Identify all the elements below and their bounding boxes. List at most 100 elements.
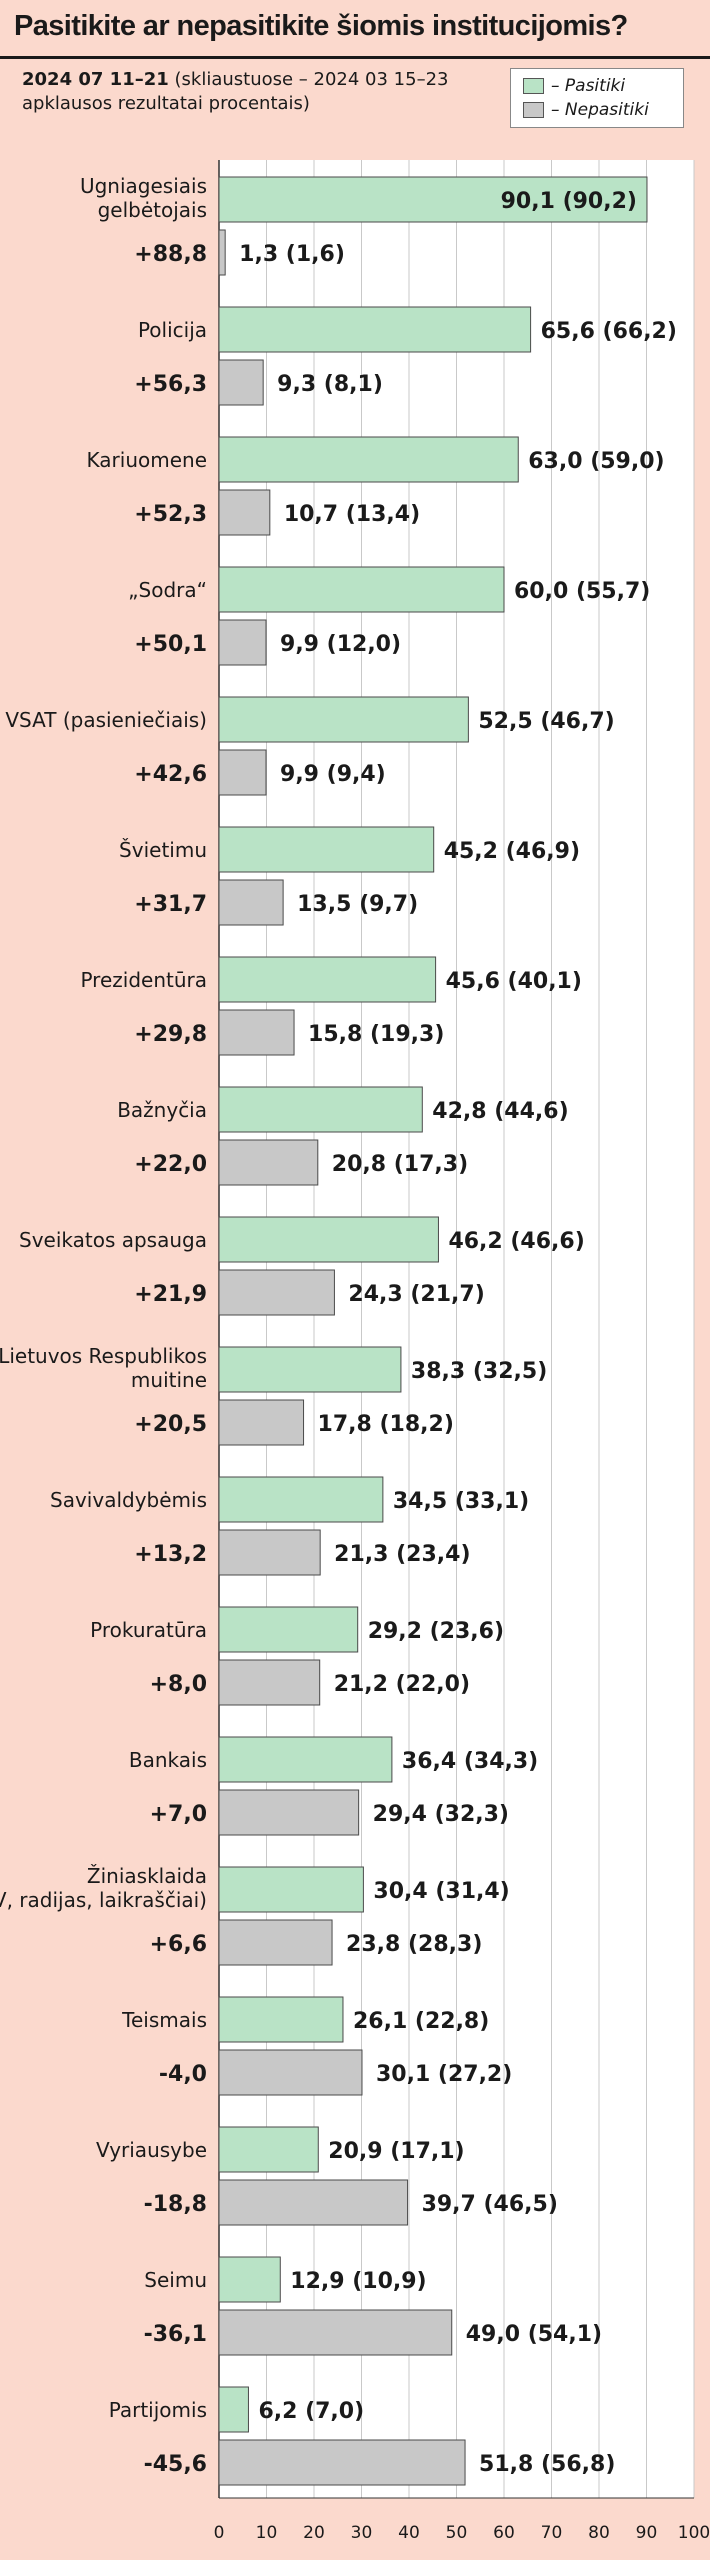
bar-trust xyxy=(218,956,437,1003)
x-tick-label: 10 xyxy=(256,2523,278,2543)
bar-label-distrust: 21,2 (22,0) xyxy=(334,1672,470,1697)
bar-label-distrust: 1,3 (1,6) xyxy=(239,242,345,267)
bar-label-trust: 45,2 (46,9) xyxy=(444,839,580,864)
x-tick-label: 70 xyxy=(541,2523,563,2543)
bar-distrust xyxy=(218,489,271,536)
bar-trust xyxy=(218,306,532,353)
bar-distrust xyxy=(218,1269,335,1316)
bar-distrust xyxy=(218,359,264,406)
category-label: Sveikatos apsauga xyxy=(19,1228,207,1252)
bar-label-distrust: 23,8 (28,3) xyxy=(346,1932,482,1957)
bar-distrust xyxy=(218,879,284,926)
bar-label-distrust: 15,8 (19,3) xyxy=(308,1022,444,1047)
subtitle-date: 2024 07 11–21 xyxy=(22,69,169,90)
legend: – Pasitiki – Nepasitiki xyxy=(510,68,684,128)
bar-distrust xyxy=(218,1399,305,1446)
bar-trust xyxy=(218,436,519,483)
bar-trust xyxy=(218,696,469,743)
category-label: Žiniasklaida xyxy=(87,1864,207,1888)
bar-label-distrust: 13,5 (9,7) xyxy=(297,892,418,917)
bar-distrust xyxy=(218,2179,409,2226)
category-label: Vyriausybe xyxy=(96,2138,207,2162)
bar-label-distrust: 24,3 (21,7) xyxy=(348,1282,484,1307)
bar-label-trust: 42,8 (44,6) xyxy=(432,1099,568,1124)
bar-label-distrust: 9,3 (8,1) xyxy=(277,372,383,397)
x-tick-label: 40 xyxy=(398,2523,420,2543)
bar-label-trust: 63,0 (59,0) xyxy=(528,449,664,474)
legend-item-distrust: – Nepasitiki xyxy=(523,100,649,124)
chart-subtitle: 2024 07 11–21 (skliaustuose – 2024 03 15… xyxy=(22,68,492,116)
bar-label-trust: 29,2 (23,6) xyxy=(368,1619,504,1644)
bar-label-trust: 45,6 (40,1) xyxy=(446,969,582,994)
category-label: muitine xyxy=(131,1368,207,1392)
category-label: „Sodra“ xyxy=(128,578,207,602)
difference-label: -18,8 xyxy=(144,2192,207,2217)
bar-label-trust: 26,1 (22,8) xyxy=(353,2009,489,2034)
bar-label-distrust: 9,9 (12,0) xyxy=(280,632,401,657)
bar-trust xyxy=(218,1346,402,1393)
difference-label: -45,6 xyxy=(144,2452,207,2477)
bar-trust xyxy=(218,1606,359,1653)
bar-label-trust: 52,5 (46,7) xyxy=(478,709,614,734)
bar-label-distrust: 10,7 (13,4) xyxy=(284,502,420,527)
category-label: Seimu xyxy=(144,2268,207,2292)
bar-trust xyxy=(218,1996,344,2043)
bar-label-distrust: 17,8 (18,2) xyxy=(318,1412,454,1437)
bar-trust xyxy=(218,1866,364,1913)
category-label: Policija xyxy=(138,318,207,342)
bar-label-trust: 38,3 (32,5) xyxy=(411,1359,547,1384)
bar-label-trust: 20,9 (17,1) xyxy=(328,2139,464,2164)
bar-trust xyxy=(218,1216,439,1263)
category-label: Bankais xyxy=(129,1748,207,1772)
bar-label-distrust: 39,7 (46,5) xyxy=(422,2192,558,2217)
bar-trust xyxy=(218,2386,249,2433)
difference-label: +6,6 xyxy=(150,1932,207,1957)
difference-label: +22,0 xyxy=(134,1152,207,1177)
legend-swatch-distrust xyxy=(523,102,544,118)
bar-distrust xyxy=(218,1139,319,1186)
category-label: VSAT (pasieniečiais) xyxy=(5,708,207,732)
bar-label-distrust: 30,1 (27,2) xyxy=(376,2062,512,2087)
bar-label-trust: 12,9 (10,9) xyxy=(290,2269,426,2294)
x-tick-label: 30 xyxy=(351,2523,373,2543)
bar-label-trust: 60,0 (55,7) xyxy=(514,579,650,604)
bar-label-trust: 46,2 (46,6) xyxy=(448,1229,584,1254)
bar-label-distrust: 49,0 (54,1) xyxy=(466,2322,602,2347)
bar-trust xyxy=(218,1086,423,1133)
difference-label: +29,8 xyxy=(134,1022,207,1047)
bar-label-distrust: 20,8 (17,3) xyxy=(332,1152,468,1177)
bar-distrust xyxy=(218,749,267,796)
bar-distrust xyxy=(218,1659,321,1706)
subtitle-units: apklausos rezultatai procentais) xyxy=(22,93,310,114)
category-label: Partijomis xyxy=(109,2398,207,2422)
difference-label: -36,1 xyxy=(144,2322,207,2347)
x-tick-label: 90 xyxy=(636,2523,658,2543)
difference-label: +7,0 xyxy=(150,1802,207,1827)
bar-distrust xyxy=(218,229,226,276)
category-label: Ugniagesiais xyxy=(80,174,207,198)
x-tick-label: 100 xyxy=(678,2523,710,2543)
bar-trust xyxy=(218,1476,384,1523)
bar-label-trust: 90,1 (90,2) xyxy=(501,189,637,214)
difference-label: +42,6 xyxy=(134,762,207,787)
bar-distrust xyxy=(218,2049,363,2096)
x-tick-label: 80 xyxy=(588,2523,610,2543)
x-tick-label: 60 xyxy=(493,2523,515,2543)
difference-label: +88,8 xyxy=(134,242,207,267)
legend-item-trust: – Pasitiki xyxy=(523,76,625,100)
bar-label-trust: 6,2 (7,0) xyxy=(258,2399,364,2424)
category-label: Prokuratūra xyxy=(90,1618,207,1642)
bar-trust xyxy=(218,826,435,873)
bar-distrust xyxy=(218,2439,466,2486)
difference-label: +20,5 xyxy=(134,1412,207,1437)
bar-distrust xyxy=(218,619,267,666)
subtitle-comparison: (skliaustuose – 2024 03 15–23 xyxy=(168,69,449,90)
bar-label-trust: 34,5 (33,1) xyxy=(393,1489,529,1514)
category-label: (TV, radijas, laikraščiai) xyxy=(0,1888,207,1912)
bar-label-distrust: 29,4 (32,3) xyxy=(373,1802,509,1827)
chart-title: Pasitikite ar nepasitikite šiomis instit… xyxy=(14,10,628,42)
bar-label-distrust: 9,9 (9,4) xyxy=(280,762,386,787)
legend-label-trust: – Pasitiki xyxy=(551,76,626,96)
bar-trust xyxy=(218,176,648,223)
difference-label: +13,2 xyxy=(134,1542,207,1567)
